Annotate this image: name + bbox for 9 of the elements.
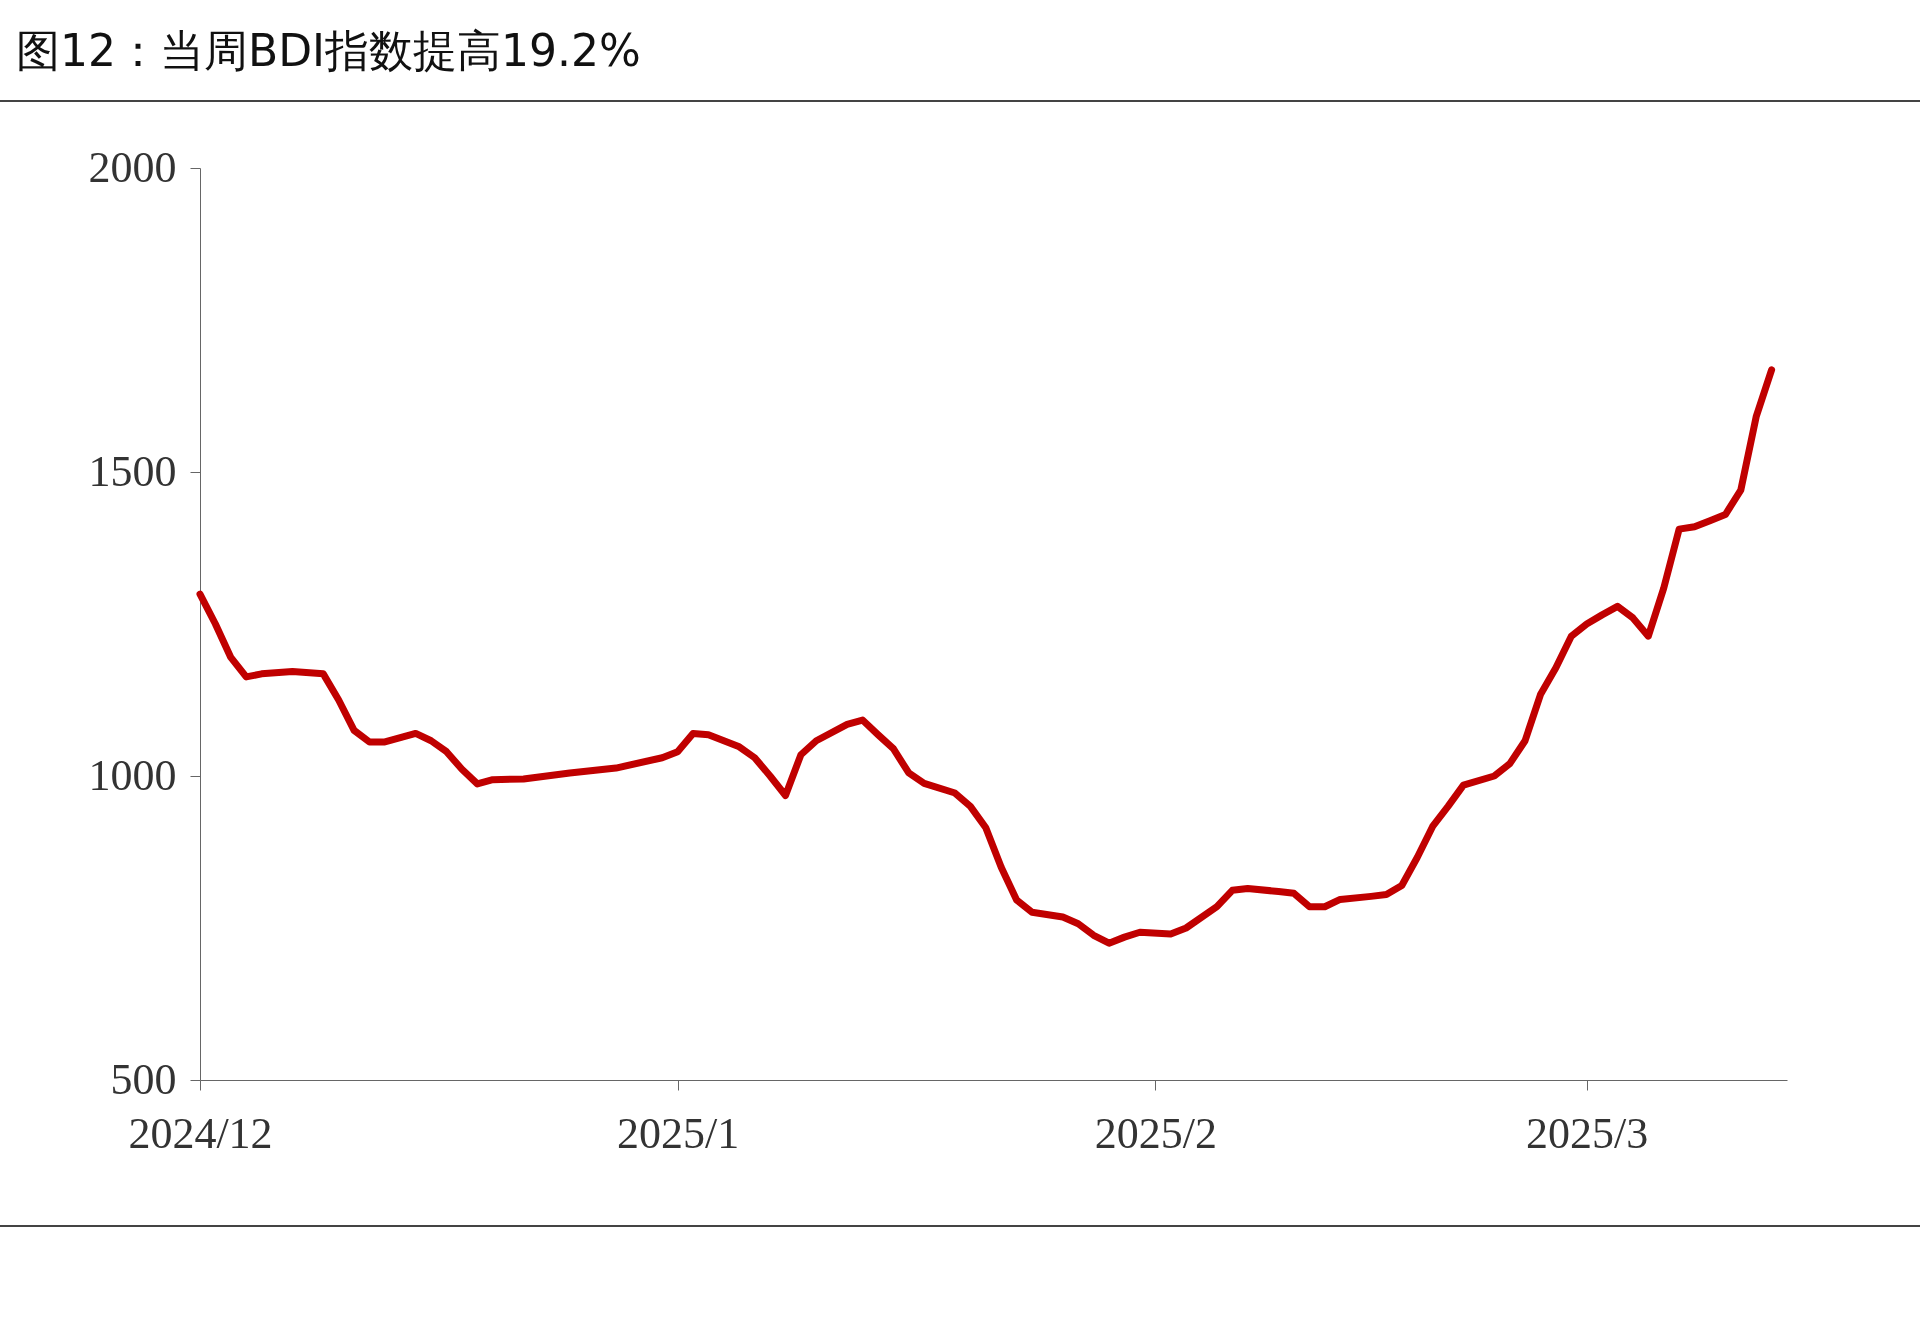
x-tick-label: 2025/3 xyxy=(1526,1108,1649,1158)
x-tick-label: 2024/12 xyxy=(128,1108,273,1158)
x-tick-label: 2025/2 xyxy=(1094,1108,1217,1158)
chart-title: 图12：当周BDI指数提高19.2% xyxy=(16,24,641,78)
y-tick-label: 2000 xyxy=(88,142,177,192)
y-tick-label: 1000 xyxy=(88,750,177,800)
y-tick-label: 1500 xyxy=(88,446,177,496)
y-tick-label: 500 xyxy=(110,1054,177,1104)
x-tick-label: 2025/1 xyxy=(617,1108,740,1158)
